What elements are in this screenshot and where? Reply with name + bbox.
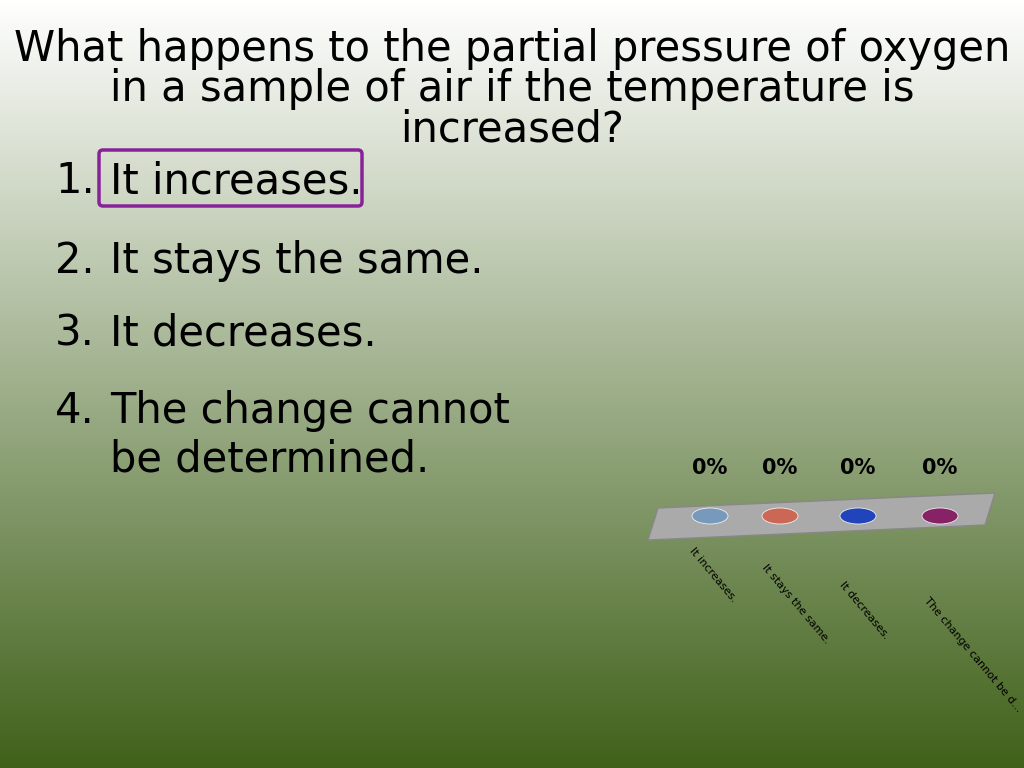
Text: 0%: 0% — [841, 458, 876, 478]
Ellipse shape — [692, 508, 728, 524]
Ellipse shape — [840, 508, 876, 524]
Text: 0%: 0% — [762, 458, 798, 478]
Text: It decreases.: It decreases. — [110, 313, 377, 355]
Text: It increases.: It increases. — [687, 546, 738, 604]
Text: 2.: 2. — [55, 240, 94, 282]
Text: 4.: 4. — [55, 390, 95, 432]
Text: 0%: 0% — [923, 458, 957, 478]
Text: It stays the same.: It stays the same. — [110, 240, 483, 282]
Text: The change cannot
be determined.: The change cannot be determined. — [110, 390, 510, 481]
Text: It stays the same.: It stays the same. — [761, 563, 833, 646]
Text: increased?: increased? — [400, 108, 624, 150]
Text: 1.: 1. — [55, 160, 95, 202]
Ellipse shape — [922, 508, 958, 524]
Text: 0%: 0% — [692, 458, 728, 478]
Text: 3.: 3. — [55, 313, 95, 355]
Text: in a sample of air if the temperature is: in a sample of air if the temperature is — [110, 68, 914, 110]
Text: It increases.: It increases. — [110, 160, 362, 202]
Text: It decreases.: It decreases. — [838, 580, 891, 641]
Text: What happens to the partial pressure of oxygen: What happens to the partial pressure of … — [13, 28, 1011, 70]
Ellipse shape — [762, 508, 798, 524]
Polygon shape — [648, 493, 995, 540]
Text: The change cannot be d...: The change cannot be d... — [923, 596, 1024, 714]
